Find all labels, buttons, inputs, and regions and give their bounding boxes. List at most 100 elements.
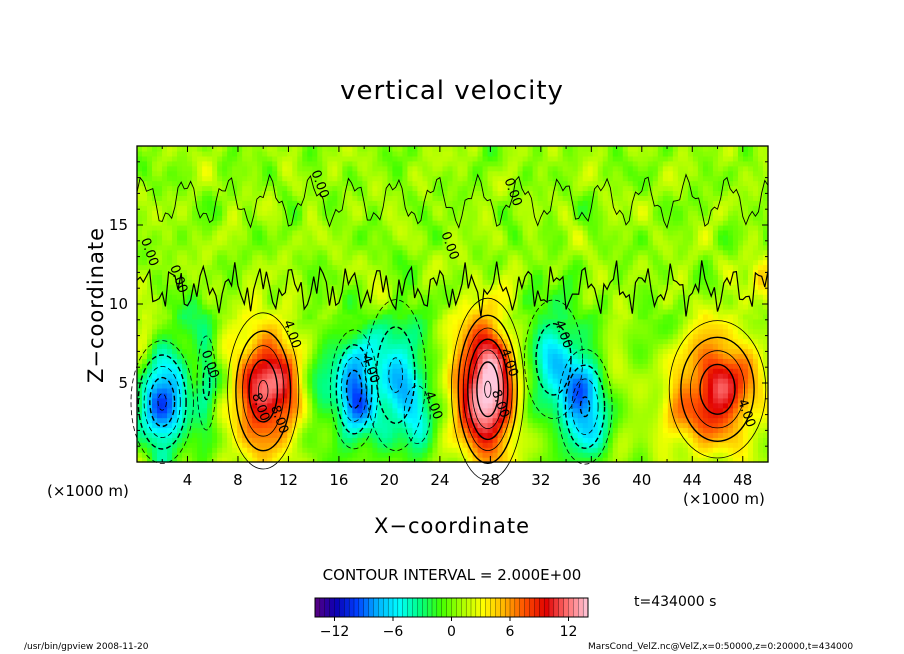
field-cell bbox=[627, 383, 634, 389]
field-cell bbox=[352, 412, 358, 419]
field-cell bbox=[682, 442, 689, 448]
field-cell bbox=[457, 427, 464, 433]
field-cell bbox=[337, 447, 343, 453]
field-cell bbox=[712, 363, 719, 369]
field-cell bbox=[297, 348, 303, 354]
field-cell bbox=[717, 417, 724, 424]
field-cell bbox=[202, 417, 208, 424]
field-cell bbox=[577, 383, 584, 389]
field-cell bbox=[167, 368, 173, 374]
field-cell bbox=[467, 313, 474, 320]
field-cell bbox=[562, 442, 569, 448]
field-cell bbox=[297, 383, 303, 389]
field-cell bbox=[727, 457, 734, 463]
field-cell bbox=[502, 294, 509, 300]
field-cell bbox=[332, 397, 338, 404]
field-cell bbox=[357, 437, 363, 443]
field-cell bbox=[662, 338, 669, 345]
field-cell bbox=[367, 447, 373, 453]
field-cell bbox=[472, 452, 479, 458]
field-cell bbox=[527, 353, 534, 359]
field-cell bbox=[742, 387, 749, 394]
field-cell bbox=[442, 318, 449, 325]
field-cell bbox=[152, 417, 158, 424]
field-cell bbox=[502, 264, 509, 271]
field-cell bbox=[172, 442, 178, 448]
field-cell bbox=[512, 368, 519, 374]
field-cell bbox=[327, 447, 333, 453]
field-cell bbox=[362, 457, 368, 463]
field-cell bbox=[592, 358, 599, 364]
field-cell bbox=[507, 422, 514, 429]
field-cell bbox=[337, 299, 343, 305]
field-cell bbox=[567, 402, 574, 409]
field-cell bbox=[587, 333, 594, 340]
field-cell bbox=[692, 353, 699, 359]
field-cell bbox=[437, 373, 444, 379]
field-cell bbox=[627, 338, 634, 345]
field-cell bbox=[567, 452, 574, 458]
field-cell bbox=[607, 338, 614, 345]
field-cell bbox=[252, 383, 258, 389]
field-cell bbox=[507, 417, 514, 424]
field-cell bbox=[722, 358, 729, 364]
field-cell bbox=[752, 407, 759, 414]
field-cell bbox=[167, 304, 173, 310]
field-cell bbox=[667, 427, 674, 433]
field-cell bbox=[572, 289, 579, 295]
field-cell bbox=[682, 363, 689, 369]
field-cell bbox=[397, 348, 404, 354]
field-cell bbox=[632, 397, 639, 404]
field-cell bbox=[207, 402, 213, 409]
field-cell bbox=[692, 373, 699, 379]
field-cell bbox=[672, 412, 679, 419]
field-cell bbox=[392, 442, 399, 448]
field-cell bbox=[532, 308, 539, 315]
field-cell bbox=[762, 299, 769, 305]
field-cell bbox=[532, 457, 539, 463]
field-cell bbox=[567, 323, 574, 330]
field-cell bbox=[332, 358, 338, 364]
field-cell bbox=[167, 313, 173, 320]
field-cell bbox=[232, 269, 238, 275]
field-cell bbox=[572, 279, 579, 285]
field-cell bbox=[342, 338, 348, 345]
field-cell bbox=[457, 402, 464, 409]
field-cell bbox=[652, 387, 659, 394]
field-cell bbox=[232, 289, 238, 295]
field-cell bbox=[457, 407, 464, 414]
field-cell bbox=[467, 378, 474, 384]
field-cell bbox=[272, 387, 278, 394]
field-cell bbox=[227, 294, 233, 300]
field-cell bbox=[257, 422, 263, 429]
field-cell bbox=[142, 402, 148, 409]
field-cell bbox=[382, 378, 388, 384]
field-cell bbox=[697, 417, 704, 424]
field-cell bbox=[637, 308, 644, 315]
field-cell bbox=[342, 422, 348, 429]
field-cell bbox=[472, 422, 479, 429]
field-cell bbox=[352, 437, 358, 443]
field-cell bbox=[632, 442, 639, 448]
field-cell bbox=[727, 432, 734, 438]
field-cell bbox=[347, 279, 353, 285]
field-cell bbox=[152, 353, 158, 359]
field-cell bbox=[312, 274, 318, 280]
field-cell bbox=[492, 328, 499, 335]
field-cell bbox=[182, 432, 188, 438]
field-cell bbox=[652, 348, 659, 354]
field-cell bbox=[522, 422, 529, 429]
field-cell bbox=[272, 299, 278, 305]
field-cell bbox=[342, 407, 348, 414]
field-cell bbox=[442, 358, 449, 364]
field-cell bbox=[532, 397, 539, 404]
field-cell bbox=[462, 442, 469, 448]
field-cell bbox=[462, 437, 469, 443]
field-cell bbox=[172, 284, 178, 290]
field-cell bbox=[557, 457, 564, 463]
field-cell bbox=[187, 284, 193, 290]
field-cell bbox=[697, 304, 704, 310]
field-cell bbox=[612, 452, 619, 458]
field-cell bbox=[502, 378, 509, 384]
field-cell bbox=[302, 289, 308, 295]
